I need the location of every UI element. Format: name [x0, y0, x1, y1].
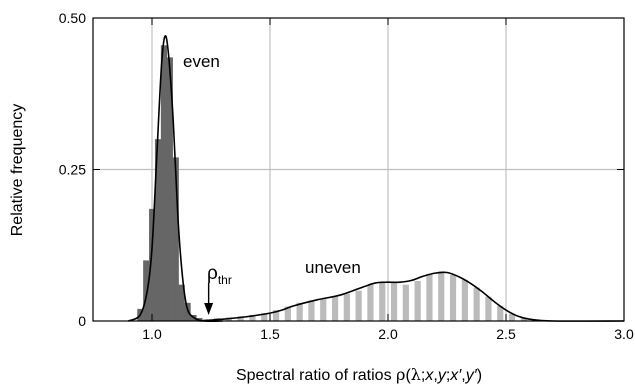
x-tick-label: 3.0 [614, 326, 634, 342]
bar-uneven [320, 298, 327, 321]
bars-even [137, 45, 203, 322]
fit-curves [128, 35, 625, 323]
bar-uneven [249, 314, 256, 321]
bar-uneven [284, 306, 291, 321]
bar-uneven [485, 296, 492, 321]
annotation-threshold: ρthr [207, 263, 232, 287]
bar-uneven [520, 317, 527, 321]
x-axis-label-yp: y′ [465, 367, 478, 384]
bar-even [154, 139, 162, 321]
x-axis-label-rho: ρ [396, 365, 405, 384]
bar-uneven [367, 284, 374, 321]
x-axis-label-y: y [437, 367, 447, 384]
threshold-arrow-head [204, 303, 214, 315]
annotation-uneven: uneven [305, 258, 361, 277]
x-axis-label-close: ) [477, 367, 482, 384]
bar-uneven [414, 281, 421, 321]
x-axis-label-main: Spectral ratio of ratios [236, 367, 396, 384]
fit-curve-uneven [199, 271, 625, 322]
bar-even [166, 57, 173, 321]
threshold-subscript: thr [218, 273, 232, 287]
bar-even [184, 302, 191, 321]
y-tick-label: 0 [78, 313, 86, 329]
bar-uneven [402, 284, 409, 321]
x-tick-label: 2.5 [496, 326, 516, 342]
x-axis-label-x: x [424, 367, 434, 384]
x-axis-label-xp: x′ [449, 367, 462, 384]
bar-uneven [449, 274, 457, 321]
x-tick-label: 1.5 [260, 326, 280, 342]
bar-uneven [272, 310, 280, 321]
bar-even [178, 284, 185, 321]
bar-uneven [308, 300, 315, 321]
bar-uneven [497, 305, 504, 321]
x-axis-label-sep1: ; [421, 367, 425, 384]
bar-even [160, 45, 168, 322]
bar-uneven [390, 281, 398, 321]
x-axis-label-sep3: ; [446, 367, 450, 384]
bar-uneven [355, 290, 362, 321]
bar-uneven [461, 279, 468, 321]
bar-uneven [296, 302, 303, 321]
threshold-symbol: ρ [207, 263, 218, 284]
threshold-arrow [204, 283, 214, 315]
x-tick-label: 1.0 [142, 326, 162, 342]
x-tick-label: 2.0 [378, 326, 398, 342]
bar-uneven [343, 293, 350, 321]
bar-uneven [261, 313, 268, 321]
ticks [93, 17, 625, 322]
y-axis-label: Relative frequency [9, 104, 26, 237]
x-axis-label-lambda: λ [411, 365, 421, 384]
y-tick-label: 0.50 [59, 10, 86, 26]
x-axis-label-open: ( [405, 367, 411, 384]
bar-even [172, 157, 179, 321]
bar-uneven [237, 316, 244, 321]
bar-uneven [438, 271, 445, 321]
x-axis-label-sep2: , [433, 367, 437, 384]
fit-curve-even [128, 35, 223, 323]
x-axis-label: Spectral ratio of ratios ρ(λ;x,y;x′,y′) [236, 365, 482, 384]
bar-even [143, 260, 150, 321]
bar-uneven [331, 296, 339, 321]
bar-uneven [379, 282, 386, 321]
y-tick-label: 0.25 [59, 162, 86, 178]
bar-uneven [473, 287, 480, 321]
bar-uneven [426, 273, 433, 321]
annotation-even: even [183, 52, 220, 71]
x-axis-label-sep4: , [461, 367, 465, 384]
bar-uneven [508, 313, 516, 321]
bar-even [149, 208, 156, 321]
tick-labels: 1.0 1.5 2.0 2.5 3.0 0 0.25 0.50 [59, 10, 634, 342]
bars-uneven [190, 271, 539, 321]
